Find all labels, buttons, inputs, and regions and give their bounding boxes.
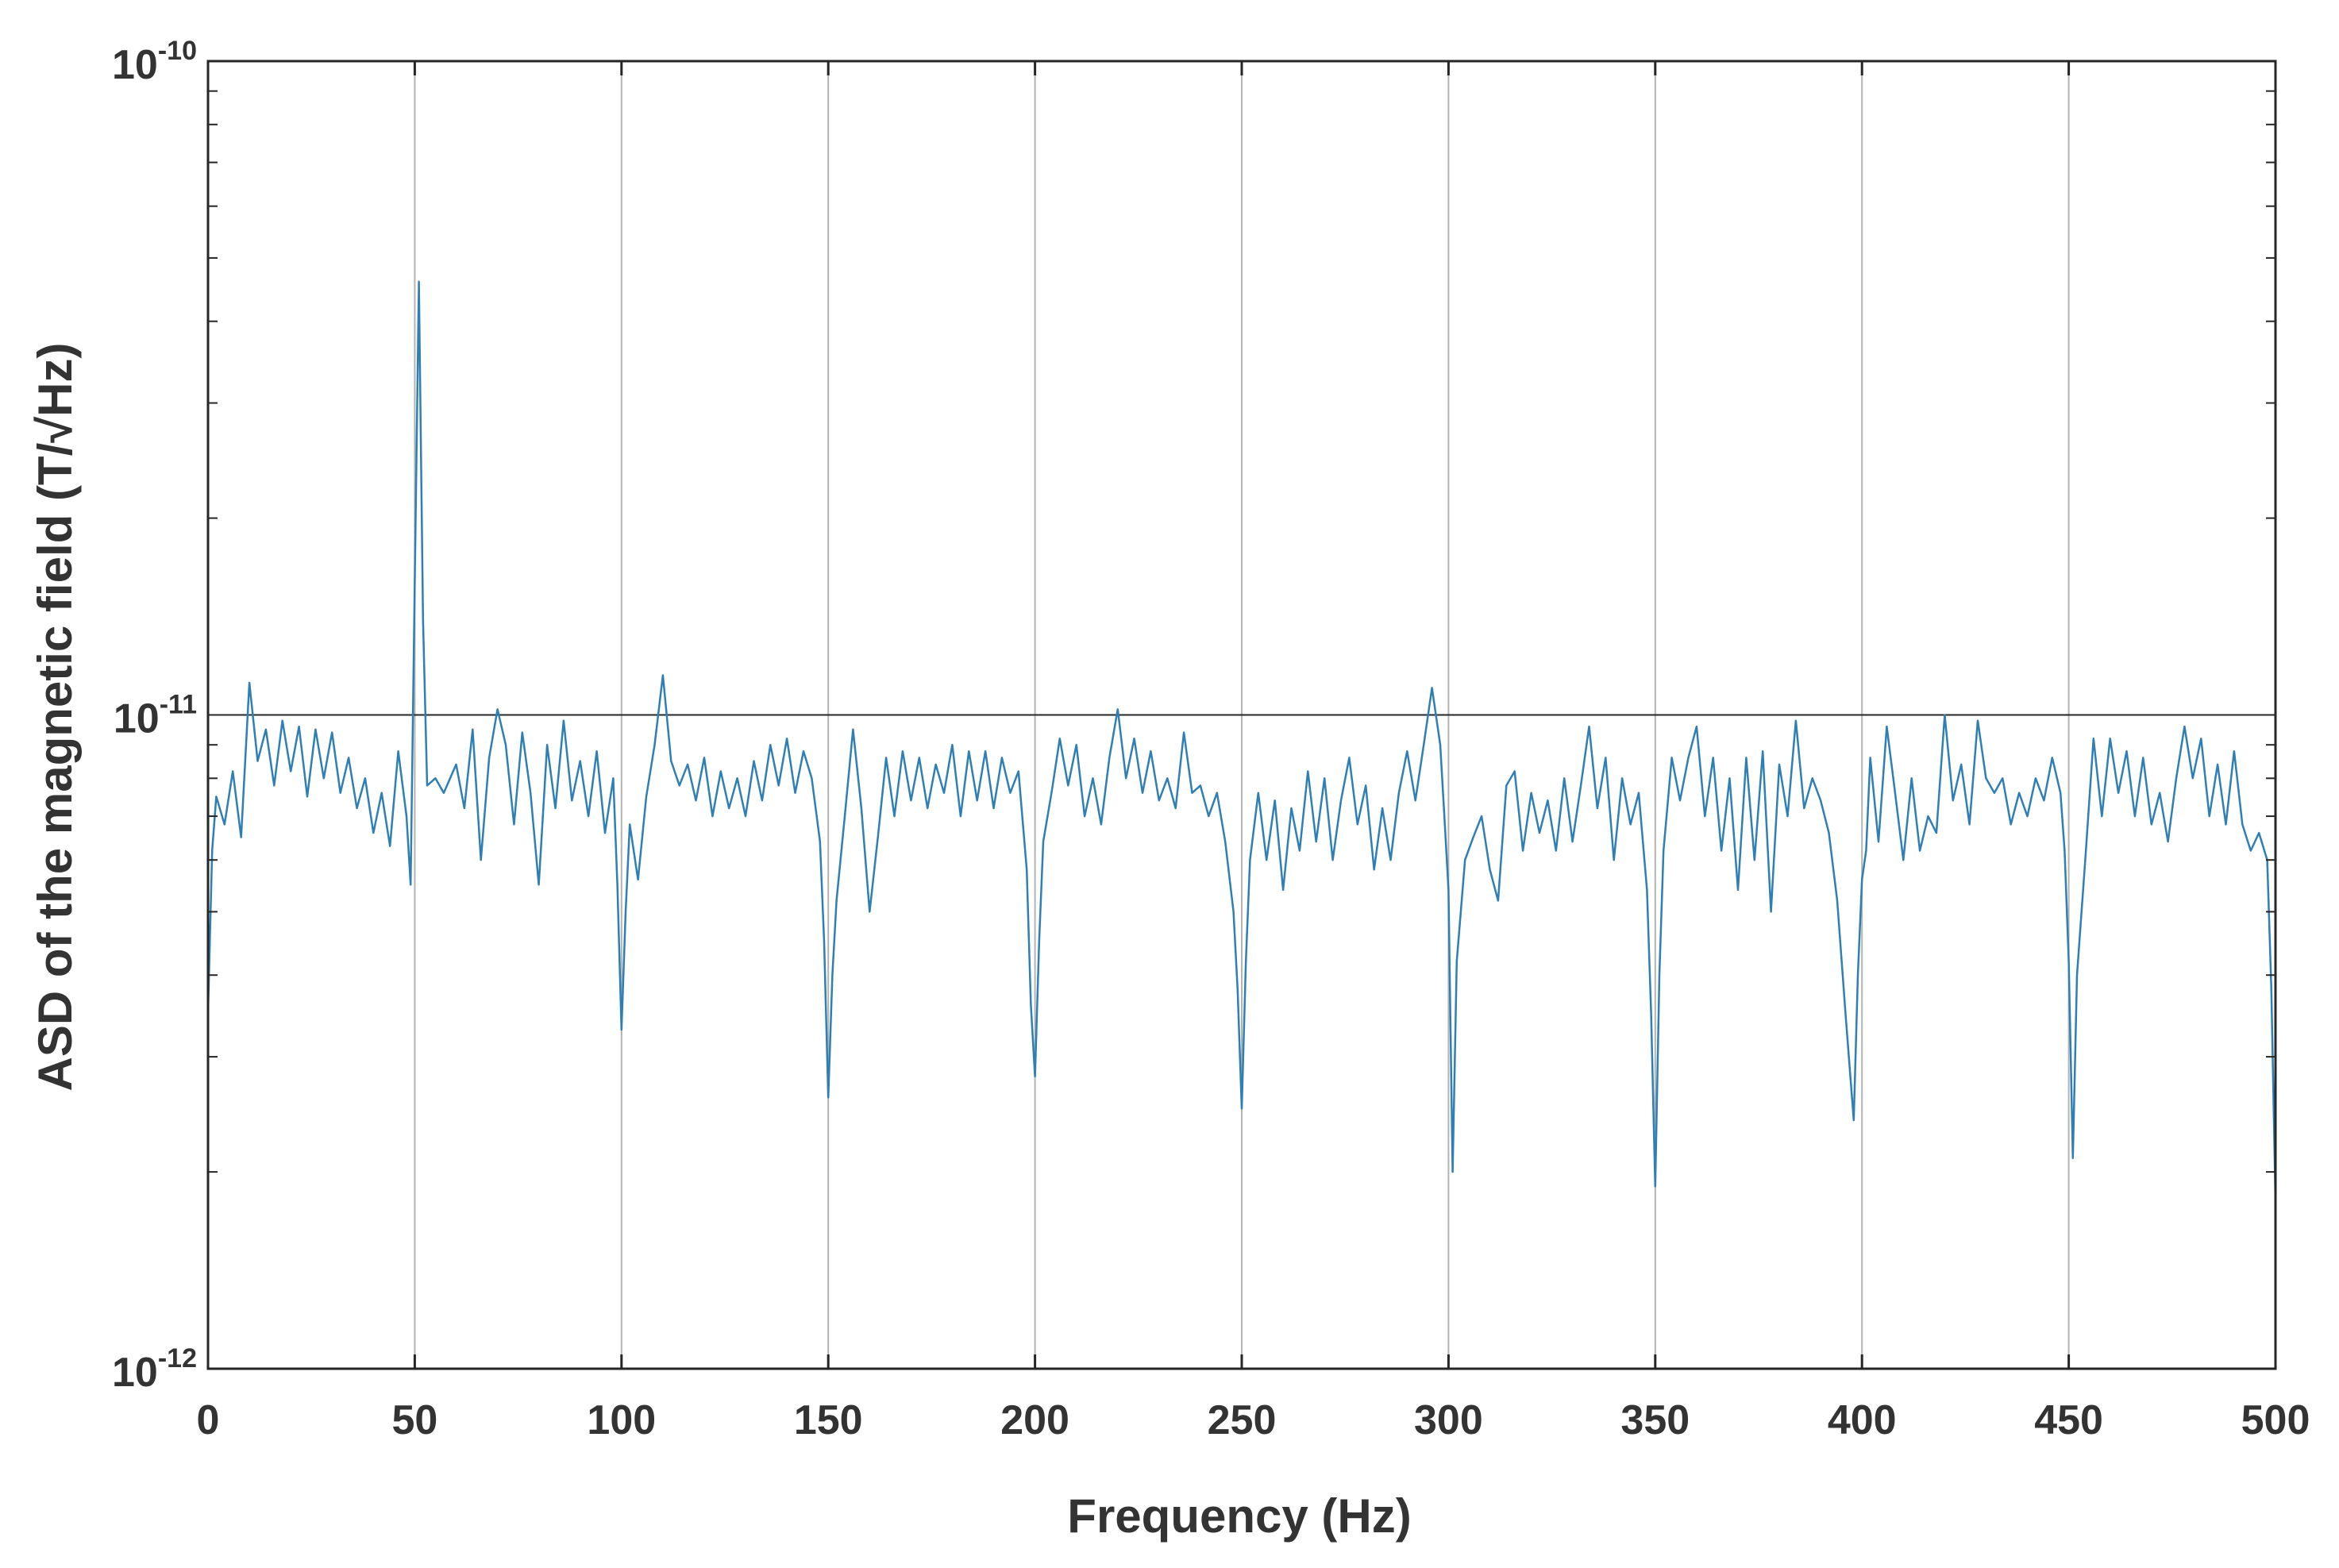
x-tick-label: 150 — [794, 1397, 863, 1443]
y-axis-label: ASD of the magnetic field (T/√Hz) — [29, 343, 82, 1092]
x-tick-label: 500 — [2241, 1397, 2310, 1443]
axis-ticks — [206, 61, 2277, 1369]
x-tick-label: 300 — [1414, 1397, 1483, 1443]
y-tick-label: 10-11 — [114, 690, 197, 742]
x-tick-label: 100 — [587, 1397, 656, 1443]
x-tick-label: 50 — [391, 1397, 437, 1443]
series-layer — [206, 280, 2277, 1202]
x-tick-label: 200 — [1000, 1397, 1069, 1443]
x-tick-labels: 0 50 100 150 200 250 300 350 400 450 500 — [197, 1397, 2310, 1443]
x-tick-label: 350 — [1620, 1397, 1690, 1443]
y-tick-label: 10-12 — [112, 1343, 197, 1396]
y-tick-label: 10-10 — [112, 36, 197, 88]
x-tick-label: 450 — [2034, 1397, 2103, 1443]
x-axis-label: Frequency (Hz) — [1067, 1489, 1411, 1543]
y-tick-labels: 10-12 10-11 10-10 — [112, 36, 197, 1396]
asd-series-line — [206, 280, 2277, 1202]
x-tick-label: 400 — [1828, 1397, 1897, 1443]
x-tick-label: 0 — [197, 1397, 220, 1443]
x-tick-label: 250 — [1208, 1397, 1277, 1443]
